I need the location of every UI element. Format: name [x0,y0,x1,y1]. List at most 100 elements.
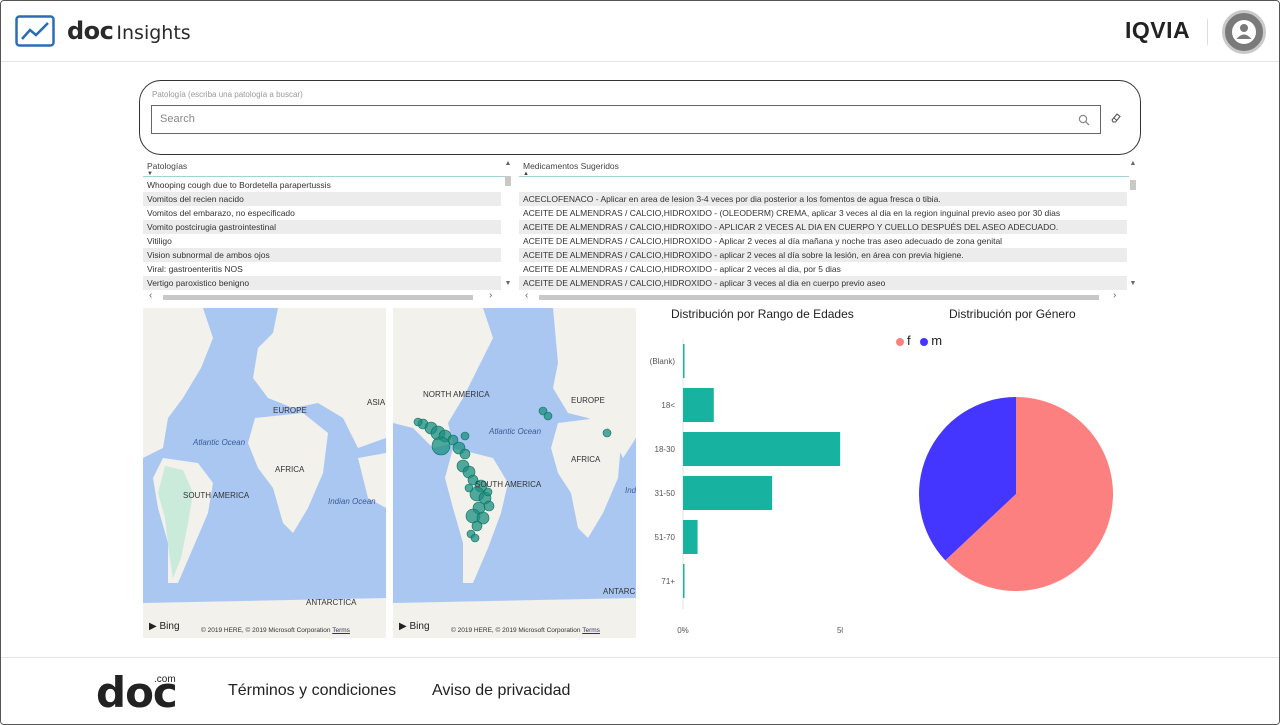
scroll-thumb[interactable] [539,295,1099,300]
footer-logo-suffix: .com [154,674,176,685]
footer-logo[interactable]: doc [96,668,178,717]
age-tick-label: 18< [661,401,675,410]
pie-slice-m[interactable] [919,397,1016,561]
pathology-row[interactable]: Vitiligo [147,236,172,246]
medicine-row[interactable]: ACECLOFENACO - Aplicar en area de lesion… [519,192,1127,206]
scroll-thumb[interactable] [1130,180,1136,190]
map-label-europe: EUROPE [571,396,605,405]
age-tick-label: 31-50 [655,489,676,498]
age-bar[interactable] [683,344,685,378]
age-distribution-chart[interactable]: (Blank) 18< 18-30 31-50 51-70 71+ 0% 50% [643,339,843,669]
medicine-row[interactable]: ACEITE DE ALMENDRAS / CALCIO,HIDROXIDO -… [519,220,1127,234]
age-tick-label: (Blank) [650,357,676,366]
pathology-row[interactable]: Whooping cough due to Bordetella paraper… [147,180,331,190]
bing-icon: ▶ [399,621,407,632]
map-label-antarctica: ANTARCTICA [306,598,357,607]
sort-arrow-icon[interactable]: ▼ [147,171,153,177]
vertical-scrollbar[interactable]: ▲ ▼ [504,158,512,288]
search-input[interactable] [160,113,1040,125]
app-logo[interactable]: doc Insights [67,17,191,45]
scroll-left-icon[interactable]: ‹ [149,290,153,301]
medicine-row[interactable]: ACEITE DE ALMENDRAS / CALCIO,HIDROXIDO -… [523,208,1061,218]
age-bar[interactable] [683,476,773,510]
pathology-row[interactable]: Vomito postcirugia gastrointestinal [143,220,501,234]
header-underline [143,176,505,177]
medicine-row[interactable]: ACEITE DE ALMENDRAS / CALCIO,HIDROXIDO -… [523,236,1003,246]
map-label-atlantic: Atlantic Ocean [193,438,246,447]
user-avatar[interactable] [1222,10,1266,54]
medicine-row[interactable]: ACEITE DE ALMENDRAS / CALCIO,HIDROXIDO -… [523,264,841,274]
pathology-row[interactable]: Vomitos del recien nacido [143,192,501,206]
partner-logo: IQVIA [1125,17,1191,43]
user-icon [1232,20,1256,44]
map-label-africa: AFRICA [571,455,601,464]
scroll-thumb[interactable] [163,295,473,300]
pathology-row[interactable]: Vision subnormal de ambos ojos [143,248,501,262]
medicine-row[interactable]: ACEITE DE ALMENDRAS / CALCIO,HIDROXIDO -… [519,276,1127,290]
scroll-left-icon[interactable]: ‹ [525,290,529,301]
scroll-right-icon[interactable]: › [489,290,493,301]
age-tick-label: 18-30 [655,445,676,454]
vertical-scrollbar[interactable]: ▲ ▼ [1129,158,1137,288]
sort-arrow-icon[interactable]: ▲ [523,171,529,177]
medicines-header[interactable]: Medicamentos Sugeridos [523,161,619,171]
map-label-indian: Indian Ocean [328,497,376,506]
map-distribution-2[interactable]: NORTH AMERICA EUROPE AFRICA SOUTH AMERIC… [393,308,636,638]
gender-legend: f m [896,333,942,348]
search-icon[interactable] [1078,114,1090,126]
terms-link[interactable]: Términos y condiciones [228,682,397,699]
privacy-link[interactable]: Aviso de privacidad [432,682,571,699]
search-box [151,105,1101,134]
eraser-icon[interactable] [1110,112,1122,124]
legend-dot-m [920,337,929,346]
x-tick-label: 50% [837,626,843,635]
medicines-table: Medicamentos Sugeridos ▲ ACECLOFENACO - … [519,158,1139,304]
pathology-row[interactable]: Viral: gastroenteritis NOS [147,264,243,274]
map-label-asia: ASIA [367,398,386,407]
map-label-atlantic: Atlantic Ocean [489,427,542,436]
pathology-row[interactable]: Vertigo paroxistico benigno [143,276,501,290]
scroll-up-icon[interactable]: ▲ [1129,160,1137,167]
age-bar[interactable] [683,432,841,466]
map-copyright: © 2019 HERE, © 2019 Microsoft Corporatio… [451,627,600,634]
pathologies-header[interactable]: Patologías [147,161,188,171]
age-chart-title: Distribución por Rango de Edades [671,307,854,321]
map-label-north-america: NORTH AMERICA [423,390,490,399]
scroll-down-icon[interactable]: ▼ [1129,280,1137,287]
medicine-row[interactable]: ACEITE DE ALMENDRAS / CALCIO,HIDROXIDO -… [519,248,1127,262]
terms-link[interactable]: Terms [582,627,600,634]
age-bar[interactable] [683,564,685,598]
world-map-1 [143,308,386,638]
scroll-up-icon[interactable]: ▲ [504,160,512,167]
scroll-down-icon[interactable]: ▼ [504,280,512,287]
age-tick-label: 71+ [661,577,675,586]
age-bar[interactable] [683,520,698,554]
brand-doc: doc [67,17,114,45]
map-label-indian: Ind [625,486,636,495]
world-map-2 [393,308,636,638]
x-tick-label: 0% [677,626,689,635]
bing-logo: ▶ Bing [399,621,430,632]
bing-logo: ▶ Bing [149,621,180,632]
map-copyright: © 2019 HERE, © 2019 Microsoft Corporatio… [201,627,350,634]
map-distribution-1[interactable]: EUROPE ASIA AFRICA SOUTH AMERICA ANTARCT… [143,308,386,638]
terms-link[interactable]: Terms [332,627,350,634]
pie-slice-f[interactable] [945,397,1113,591]
map-label-africa: AFRICA [275,465,305,474]
map-label-south-america: SOUTH AMERICA [183,491,250,500]
pathology-row[interactable]: Vomitos del embarazo, no especificado [147,208,295,218]
scroll-right-icon[interactable]: › [1113,290,1117,301]
horizontal-scrollbar[interactable]: ‹ › [523,290,1123,301]
legend-label-m[interactable]: m [931,333,943,348]
copyright-text: © 2019 HERE, © 2019 Microsoft Corporatio… [201,627,331,634]
scroll-thumb[interactable] [505,176,511,186]
chart-logo-icon [15,15,55,47]
bing-icon: ▶ [149,621,157,632]
gender-distribution-chart[interactable] [906,389,1126,609]
gender-chart-title: Distribución por Género [949,307,1076,321]
age-bar[interactable] [683,388,714,422]
horizontal-scrollbar[interactable]: ‹ › [147,290,499,301]
legend-label-f[interactable]: f [907,333,911,348]
header-underline [519,176,1129,177]
